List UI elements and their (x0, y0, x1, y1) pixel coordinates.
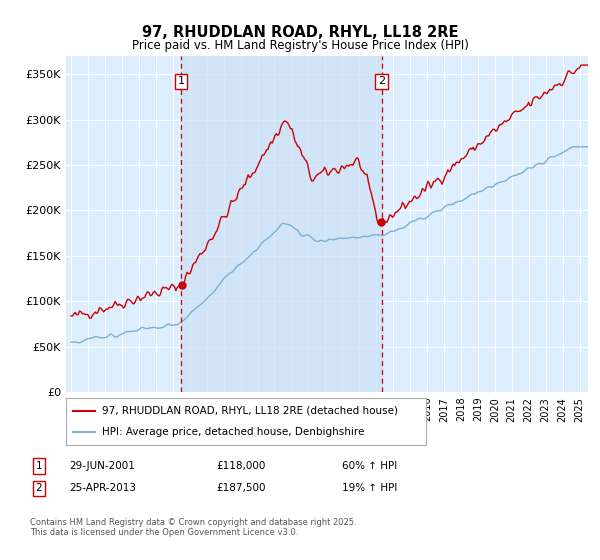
Text: 19% ↑ HPI: 19% ↑ HPI (342, 483, 397, 493)
Bar (181, 56, 382, 392)
Text: Price paid vs. HM Land Registry's House Price Index (HPI): Price paid vs. HM Land Registry's House … (131, 39, 469, 52)
Text: 1: 1 (35, 461, 43, 471)
Text: £187,500: £187,500 (216, 483, 265, 493)
Text: 1: 1 (178, 76, 185, 86)
Text: 29-JUN-2001: 29-JUN-2001 (69, 461, 135, 471)
Text: 2: 2 (378, 76, 385, 86)
Text: 97, RHUDDLAN ROAD, RHYL, LL18 2RE (detached house): 97, RHUDDLAN ROAD, RHYL, LL18 2RE (detac… (102, 406, 398, 416)
Text: Contains HM Land Registry data © Crown copyright and database right 2025.
This d: Contains HM Land Registry data © Crown c… (30, 518, 356, 538)
Text: £118,000: £118,000 (216, 461, 265, 471)
Text: 25-APR-2013: 25-APR-2013 (69, 483, 136, 493)
Text: 2: 2 (35, 483, 43, 493)
Text: HPI: Average price, detached house, Denbighshire: HPI: Average price, detached house, Denb… (102, 427, 364, 437)
Text: 97, RHUDDLAN ROAD, RHYL, LL18 2RE: 97, RHUDDLAN ROAD, RHYL, LL18 2RE (142, 25, 458, 40)
Text: 60% ↑ HPI: 60% ↑ HPI (342, 461, 397, 471)
